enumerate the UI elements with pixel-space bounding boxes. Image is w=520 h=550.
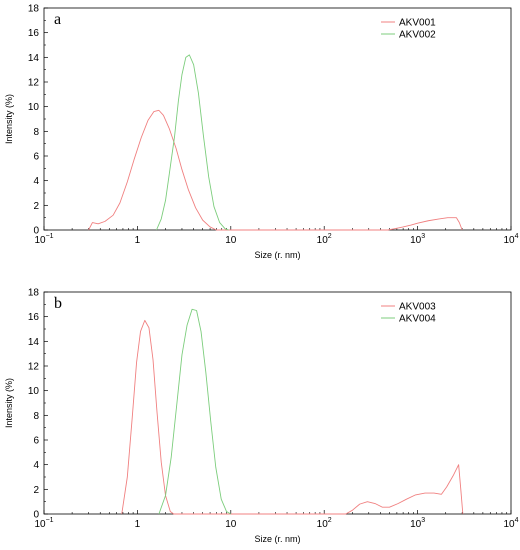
series-line-akv003 [121, 319, 464, 515]
x-tick-exponent: −1 [46, 233, 54, 240]
x-tick-base: 10 [410, 519, 422, 530]
y-tick-label: 4 [33, 176, 39, 187]
series-line-akv002 [156, 54, 229, 231]
x-tick-base: 10 [225, 235, 237, 246]
x-tick-base: 10 [317, 235, 329, 246]
x-tick-base: 1 [135, 235, 141, 246]
y-tick-label: 12 [28, 78, 40, 89]
x-tick-label: 102 [317, 517, 332, 530]
x-tick-exponent: 3 [421, 517, 425, 524]
x-tick-label: 10−1 [34, 517, 53, 530]
x-tick-exponent: 4 [515, 233, 519, 240]
x-tick-label: 10−1 [34, 233, 53, 246]
y-tick-label: 16 [28, 28, 40, 39]
x-tick-label: 1 [135, 519, 141, 530]
y-tick-label: 0 [33, 226, 39, 237]
legend-entry: AKV003 [399, 302, 436, 313]
legend-entry: AKV004 [399, 314, 436, 325]
x-tick-base: 10 [317, 519, 329, 530]
y-tick-label: 14 [28, 337, 40, 348]
y-tick-label: 14 [28, 53, 40, 64]
x-tick-exponent: 4 [515, 517, 519, 524]
y-tick-label: 8 [33, 411, 39, 422]
x-tick-exponent: 2 [328, 517, 332, 524]
x-tick-base: 1 [135, 519, 141, 530]
y-tick-label: 18 [28, 288, 40, 299]
x-tick-base: 10 [34, 519, 46, 530]
y-tick-label: 18 [28, 4, 40, 15]
y-tick-label: 2 [33, 201, 39, 212]
y-tick-label: 4 [33, 460, 39, 471]
y-axis-title: Intensity (%) [4, 378, 14, 428]
x-tick-exponent: 2 [328, 233, 332, 240]
y-tick-label: 10 [28, 386, 40, 397]
series-line-akv001 [88, 109, 463, 231]
x-tick-label: 103 [410, 233, 425, 246]
x-tick-label: 103 [410, 517, 425, 530]
y-tick-label: 6 [33, 152, 39, 163]
x-tick-base: 10 [225, 519, 237, 530]
x-tick-label: 10 [225, 235, 237, 246]
x-tick-base: 10 [503, 519, 515, 530]
x-tick-label: 102 [317, 233, 332, 246]
x-tick-base: 10 [34, 235, 46, 246]
y-tick-label: 0 [33, 510, 39, 521]
y-tick-label: 10 [28, 102, 40, 113]
y-tick-label: 6 [33, 436, 39, 447]
x-tick-label: 1 [135, 235, 141, 246]
x-tick-label: 104 [503, 517, 518, 530]
x-tick-label: 104 [503, 233, 518, 246]
plot-frame [43, 291, 512, 515]
legend-entry: AKV002 [399, 30, 436, 41]
legend-entry: AKV001 [399, 18, 436, 29]
y-tick-label: 12 [28, 362, 40, 373]
x-axis-title: Size (r. nm) [254, 534, 300, 544]
panel-label: a [54, 11, 61, 28]
x-tick-exponent: 3 [421, 233, 425, 240]
x-tick-base: 10 [410, 235, 422, 246]
x-axis-title: Size (r. nm) [254, 250, 300, 260]
y-tick-label: 16 [28, 312, 40, 323]
panel-label: b [54, 295, 62, 312]
y-tick-label: 8 [33, 127, 39, 138]
x-tick-exponent: −1 [46, 517, 54, 524]
series-line-akv004 [158, 308, 232, 515]
y-axis-title: Intensity (%) [4, 94, 14, 144]
x-tick-label: 10 [225, 519, 237, 530]
plot-frame [43, 7, 512, 231]
y-tick-label: 2 [33, 485, 39, 496]
x-tick-base: 10 [503, 235, 515, 246]
